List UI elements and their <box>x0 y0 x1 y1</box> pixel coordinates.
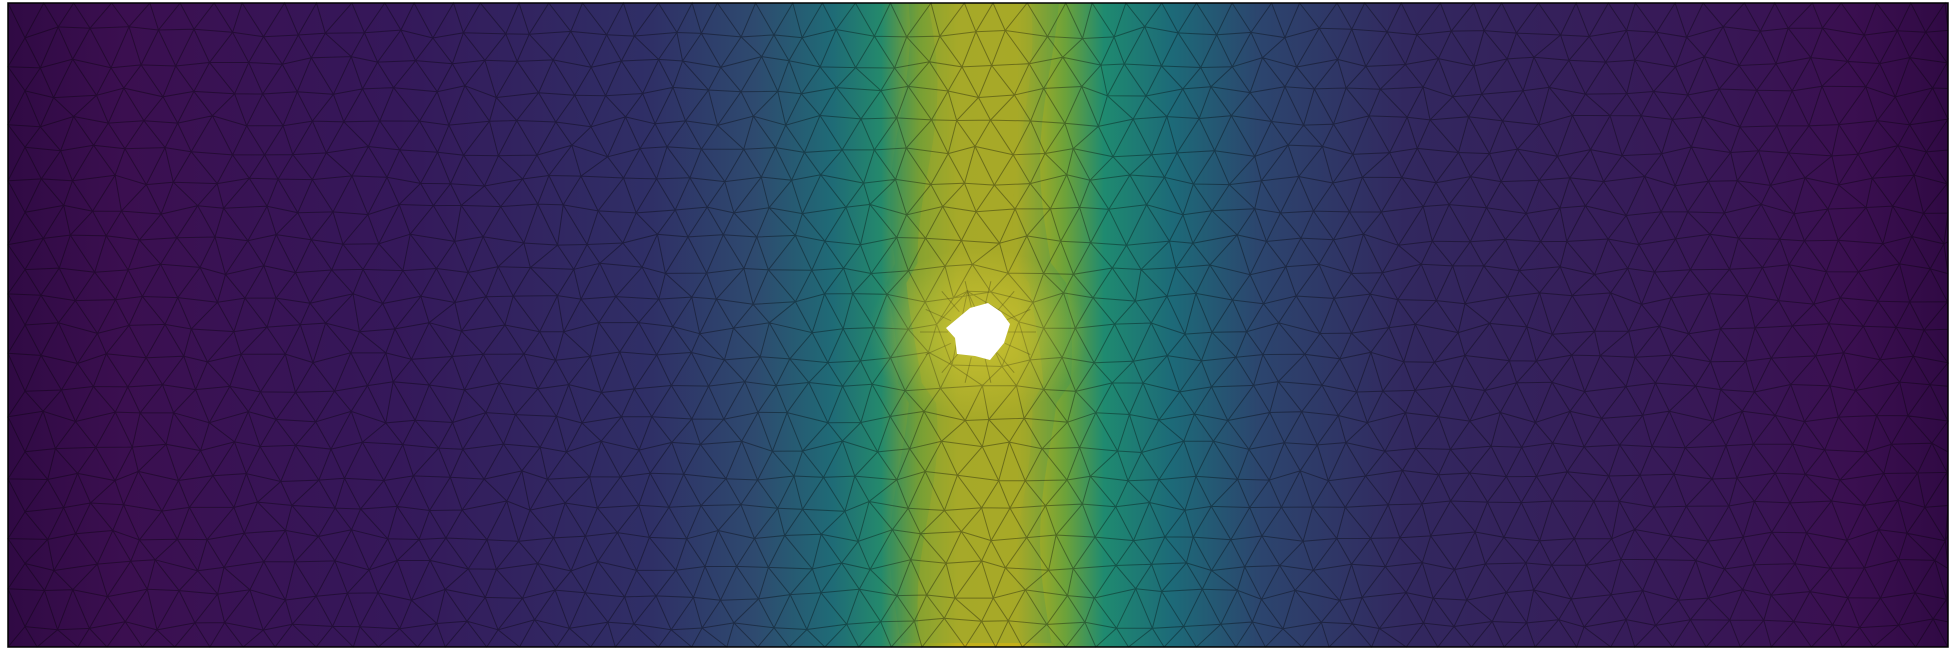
central-hole <box>946 303 1010 360</box>
plot-frame <box>7 2 1949 648</box>
mesh-edges <box>6 1 1950 649</box>
